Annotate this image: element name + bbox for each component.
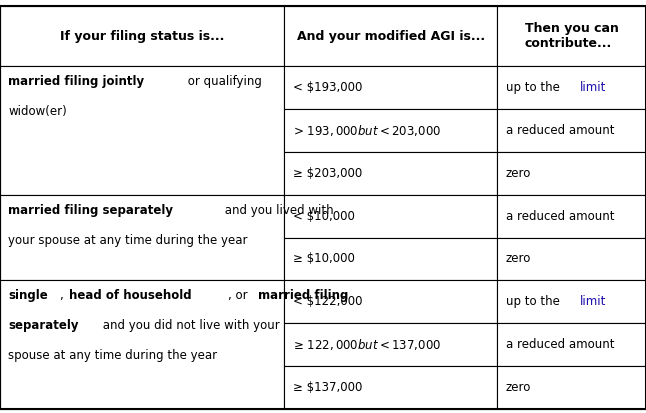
Text: limit: limit	[580, 295, 607, 308]
Text: > $193,000 but < $203,000: > $193,000 but < $203,000	[293, 123, 441, 138]
Bar	[497, 237, 646, 280]
Bar	[497, 6, 646, 66]
Text: If your filing status is...: If your filing status is...	[60, 30, 224, 43]
Bar	[497, 109, 646, 152]
Text: limit: limit	[580, 81, 607, 94]
Text: Then you can
contribute...: Then you can contribute...	[525, 22, 619, 50]
Bar	[284, 280, 497, 323]
Text: ≥ $137,000: ≥ $137,000	[293, 381, 362, 394]
Text: your spouse at any time during the year: your spouse at any time during the year	[8, 234, 248, 247]
Text: And your modified AGI is...: And your modified AGI is...	[297, 30, 485, 43]
Bar	[497, 152, 646, 195]
Text: < $122,000: < $122,000	[293, 295, 362, 308]
Bar	[497, 366, 646, 409]
Bar	[0, 195, 284, 280]
Text: or qualifying: or qualifying	[184, 75, 262, 88]
Bar	[284, 323, 497, 366]
Text: and you did not live with your: and you did not live with your	[99, 319, 280, 332]
Text: ≥ $10,000: ≥ $10,000	[293, 252, 355, 266]
Text: head of household: head of household	[69, 290, 192, 302]
Text: married filing jointly: married filing jointly	[8, 75, 145, 88]
Bar	[497, 66, 646, 109]
Text: widow(er): widow(er)	[8, 105, 67, 118]
Text: < $10,000: < $10,000	[293, 210, 355, 223]
Bar	[284, 366, 497, 409]
Bar	[284, 109, 497, 152]
Bar	[0, 280, 284, 409]
Text: separately: separately	[8, 319, 79, 332]
Text: < $193,000: < $193,000	[293, 81, 362, 94]
Text: ,: ,	[59, 290, 67, 302]
Bar	[284, 237, 497, 280]
Text: zero: zero	[506, 381, 531, 394]
Bar	[497, 323, 646, 366]
Text: a reduced amount: a reduced amount	[506, 338, 614, 351]
Bar	[284, 195, 497, 237]
Text: a reduced amount: a reduced amount	[506, 210, 614, 223]
Text: spouse at any time during the year: spouse at any time during the year	[8, 349, 218, 363]
Bar	[497, 195, 646, 237]
Bar	[284, 66, 497, 109]
Text: , or: , or	[227, 290, 251, 302]
Text: ≥ $203,000: ≥ $203,000	[293, 167, 362, 180]
Bar	[0, 6, 284, 66]
Text: up to the: up to the	[506, 81, 563, 94]
Text: and you lived with: and you lived with	[222, 204, 334, 217]
Bar	[284, 152, 497, 195]
Text: zero: zero	[506, 167, 531, 180]
Text: married filing: married filing	[258, 290, 348, 302]
Bar	[0, 66, 284, 195]
Text: ≥ $122,000 but < $137,000: ≥ $122,000 but < $137,000	[293, 337, 441, 352]
Bar	[497, 280, 646, 323]
Text: a reduced amount: a reduced amount	[506, 124, 614, 137]
Text: up to the: up to the	[506, 295, 563, 308]
Text: single: single	[8, 290, 48, 302]
Text: zero: zero	[506, 252, 531, 266]
Text: married filing separately: married filing separately	[8, 204, 173, 217]
Bar	[284, 6, 497, 66]
